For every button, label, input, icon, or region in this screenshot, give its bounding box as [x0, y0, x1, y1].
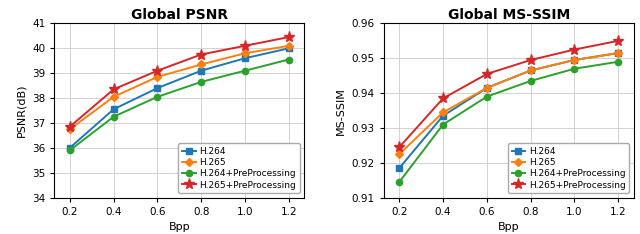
- H.264: [439, 114, 447, 117]
- H.265+PreProcessing: [439, 97, 447, 100]
- H.264+PreProcessing: [241, 69, 249, 72]
- H.264: [285, 47, 292, 50]
- H.264+PreProcessing: [483, 95, 491, 98]
- H.264: [527, 69, 534, 72]
- Legend: H.264, H.265, H.264+PreProcessing, H.265+PreProcessing: H.264, H.265, H.264+PreProcessing, H.265…: [179, 143, 300, 193]
- H.265: [285, 44, 292, 47]
- H.265+PreProcessing: [197, 53, 205, 56]
- H.264+PreProcessing: [571, 67, 579, 70]
- H.264+PreProcessing: [154, 95, 161, 98]
- H.264: [483, 87, 491, 89]
- Line: H.264: H.264: [67, 45, 292, 151]
- H.265: [109, 95, 117, 98]
- H.264+PreProcessing: [439, 123, 447, 126]
- H.265: [614, 52, 622, 55]
- H.264+PreProcessing: [285, 58, 292, 61]
- H.265: [527, 69, 534, 72]
- Title: Global MS-SSIM: Global MS-SSIM: [447, 8, 570, 22]
- Line: H.264: H.264: [396, 50, 621, 171]
- H.265: [396, 153, 403, 156]
- Line: H.265: H.265: [67, 43, 292, 132]
- H.264: [241, 57, 249, 60]
- H.265+PreProcessing: [154, 69, 161, 72]
- Legend: H.264, H.265, H.264+PreProcessing, H.265+PreProcessing: H.264, H.265, H.264+PreProcessing, H.265…: [508, 143, 629, 193]
- H.264: [571, 58, 579, 61]
- H.265+PreProcessing: [396, 146, 403, 149]
- H.264+PreProcessing: [396, 181, 403, 183]
- H.264+PreProcessing: [527, 80, 534, 82]
- H.264: [66, 146, 74, 149]
- H.264+PreProcessing: [109, 115, 117, 118]
- H.264: [197, 69, 205, 72]
- H.265: [66, 128, 74, 131]
- H.264+PreProcessing: [66, 149, 74, 152]
- H.265+PreProcessing: [109, 88, 117, 91]
- H.264: [614, 52, 622, 55]
- H.265+PreProcessing: [66, 125, 74, 128]
- H.265+PreProcessing: [527, 58, 534, 61]
- H.264: [154, 87, 161, 90]
- Title: Global PSNR: Global PSNR: [131, 8, 228, 22]
- Y-axis label: MS-SSIM: MS-SSIM: [336, 87, 346, 135]
- H.265+PreProcessing: [614, 40, 622, 42]
- Line: H.265: H.265: [396, 50, 621, 157]
- H.265+PreProcessing: [285, 36, 292, 39]
- H.264: [109, 108, 117, 111]
- Line: H.264+PreProcessing: H.264+PreProcessing: [67, 56, 292, 154]
- H.265: [571, 58, 579, 61]
- H.265+PreProcessing: [241, 44, 249, 47]
- H.265+PreProcessing: [483, 73, 491, 75]
- Y-axis label: PSNR(dB): PSNR(dB): [17, 84, 27, 137]
- H.265: [197, 63, 205, 66]
- H.265: [483, 87, 491, 89]
- H.265: [241, 52, 249, 55]
- H.265+PreProcessing: [571, 48, 579, 51]
- H.264+PreProcessing: [614, 60, 622, 63]
- H.264: [396, 167, 403, 169]
- X-axis label: Bpp: Bpp: [498, 222, 520, 232]
- Line: H.264+PreProcessing: H.264+PreProcessing: [396, 59, 621, 185]
- Line: H.265+PreProcessing: H.265+PreProcessing: [64, 32, 294, 132]
- H.264+PreProcessing: [197, 80, 205, 83]
- X-axis label: Bpp: Bpp: [168, 222, 190, 232]
- H.265: [439, 111, 447, 114]
- H.265: [154, 76, 161, 78]
- Line: H.265+PreProcessing: H.265+PreProcessing: [394, 35, 624, 153]
